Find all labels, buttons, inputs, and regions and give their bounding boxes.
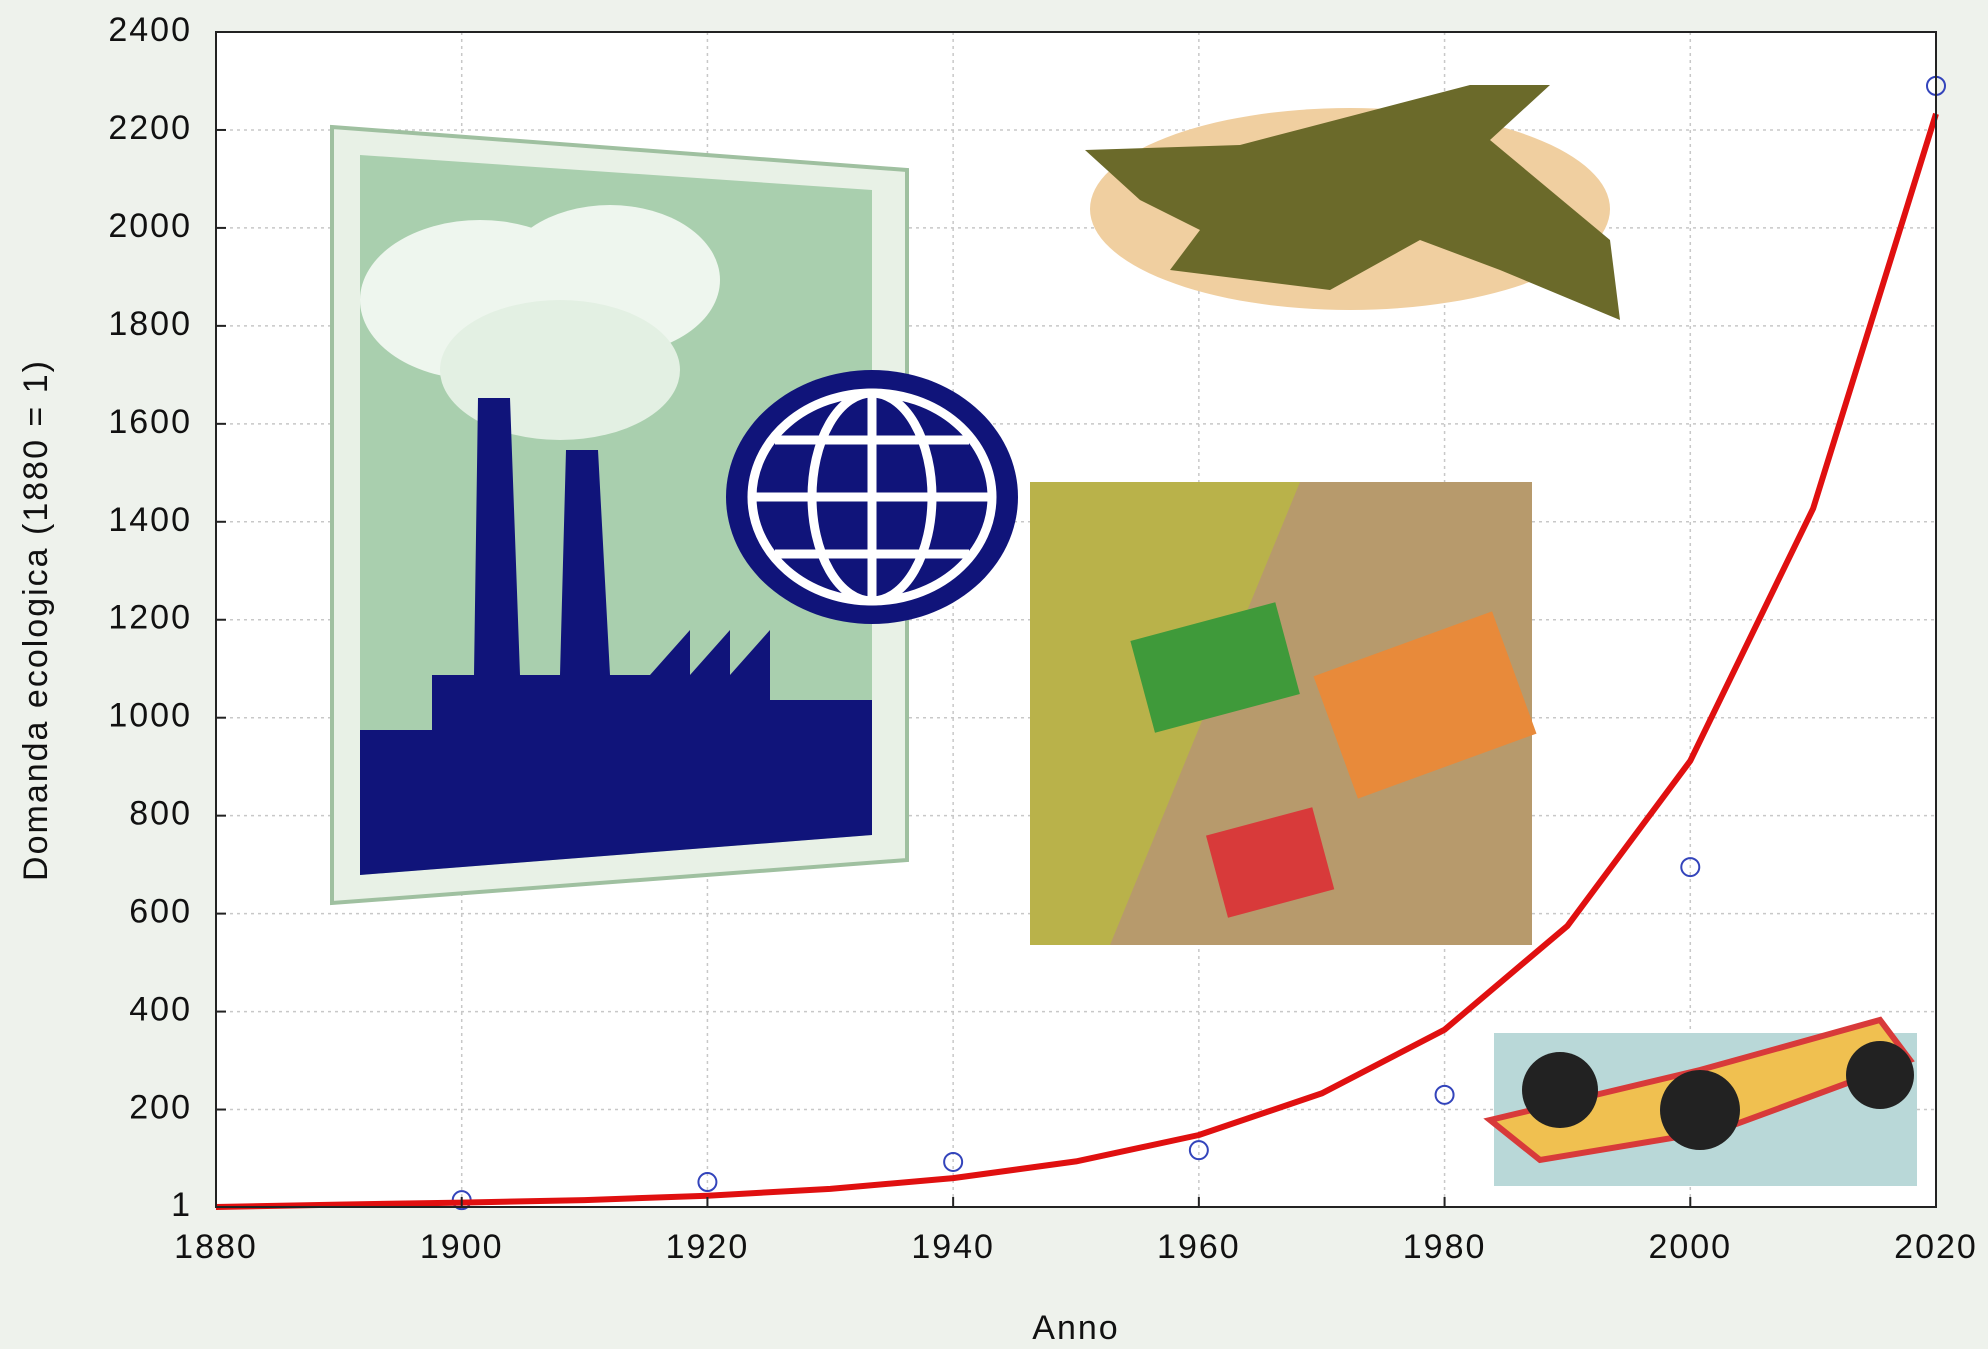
fit-curve [215, 112, 1939, 1210]
y-tick-label: 1 [171, 1186, 192, 1224]
x-tick-label: 1980 [1403, 1228, 1487, 1266]
y-tick-label: 200 [129, 1089, 192, 1127]
x-tick-label: 1900 [420, 1228, 504, 1266]
x-tick-label: 1880 [174, 1228, 258, 1266]
y-tick-label: 800 [129, 795, 192, 833]
x-tick-label: 2020 [1894, 1228, 1978, 1266]
data-point [1188, 1140, 1209, 1161]
y-tick-label: 600 [129, 893, 192, 931]
farm-illustration [1030, 482, 1537, 945]
y-tick-label: 1200 [108, 599, 192, 637]
factory-illustration [330, 124, 909, 906]
data-layer [215, 75, 1946, 1211]
y-tick-label: 2400 [108, 11, 192, 49]
data-point [1680, 857, 1701, 878]
y-tick-label: 1800 [108, 305, 192, 343]
x-tick-label: 1960 [1157, 1228, 1241, 1266]
data-point [1434, 1084, 1455, 1105]
y-tick-label: 2200 [108, 109, 192, 147]
x-tick-label: 1920 [666, 1228, 750, 1266]
race-car-illustration [1483, 1016, 1917, 1186]
data-point [697, 1172, 718, 1193]
x-axis-title: Anno [1032, 1309, 1119, 1347]
globe-illustration [726, 370, 1018, 624]
jet-illustration [1085, 85, 1620, 320]
x-tick-label: 1940 [911, 1228, 995, 1266]
y-tick-label: 1600 [108, 403, 192, 441]
y-tick-label: 400 [129, 991, 192, 1029]
y-tick-label: 2000 [108, 207, 192, 245]
y-tick-label: 1000 [108, 697, 192, 735]
data-point [943, 1151, 964, 1172]
y-tick-label: 1400 [108, 501, 192, 539]
y-axis-title: Domanda ecologica (1880 = 1) [17, 359, 55, 881]
x-tick-label: 2000 [1648, 1228, 1732, 1266]
